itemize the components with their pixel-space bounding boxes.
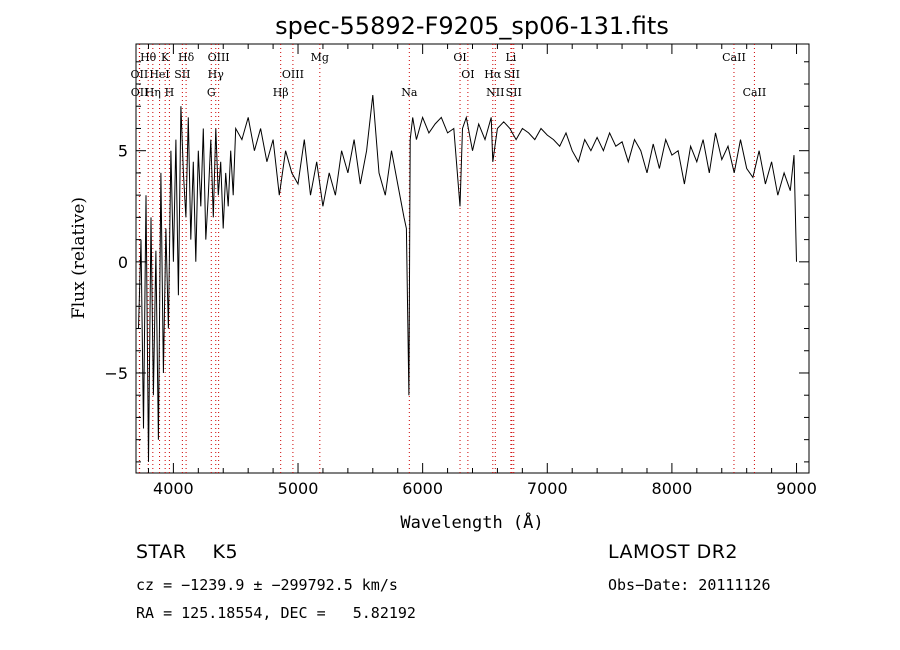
line-marker-label: K <box>161 51 170 64</box>
line-marker-label: H <box>165 86 175 99</box>
line-marker-label: Hη <box>145 86 161 99</box>
plot-frame <box>135 43 810 474</box>
y-axis: −5 0 5 <box>104 61 809 463</box>
spectrum-line <box>138 95 797 462</box>
line-marker-group <box>138 44 755 473</box>
x-tick-label: 7000 <box>527 479 568 498</box>
y-axis-label: Flux (relative) <box>69 197 89 319</box>
x-tick-label: 4000 <box>153 479 194 498</box>
x-tick-label: 5000 <box>278 479 319 498</box>
line-marker-label: SII <box>506 86 522 99</box>
object-class: STAR K5 <box>136 541 239 563</box>
line-marker-label: G <box>207 86 216 99</box>
line-marker-label: CaII <box>722 51 746 64</box>
line-marker-label: OIII <box>282 68 304 81</box>
line-marker-label: HeI <box>149 68 169 81</box>
x-tick-label: 6000 <box>402 479 443 498</box>
observation-date: Obs−Date: 20111126 <box>608 576 771 594</box>
line-marker-label: Hδ <box>178 51 195 64</box>
y-tick-label: 5 <box>118 142 128 161</box>
line-marker-label: OI <box>461 68 474 81</box>
line-marker-label: NII <box>486 86 504 99</box>
x-axis: 4000 5000 6000 7000 8000 9000 <box>147 44 817 498</box>
line-marker-label: OII <box>131 86 149 99</box>
x-tick-label: 8000 <box>652 479 693 498</box>
line-marker-label: CaII <box>743 86 767 99</box>
line-marker-label: Hθ <box>140 51 157 64</box>
line-marker-label: Hγ <box>208 68 225 81</box>
line-marker-label: Na <box>401 86 418 99</box>
redshift-readout: cz = −1239.9 ± −299792.5 km/s <box>136 576 398 594</box>
line-marker-label: Hβ <box>273 86 289 99</box>
line-marker-label: OI <box>453 51 466 64</box>
line-marker-label: OII <box>131 68 149 81</box>
line-marker-label: OIII <box>208 51 230 64</box>
coordinates: RA = 125.18554, DEC = 5.82192 <box>136 604 416 622</box>
line-marker-label: Li <box>505 51 516 64</box>
survey-name: LAMOST DR2 <box>608 541 738 563</box>
y-tick-label: 0 <box>118 253 128 272</box>
x-axis-label: Wavelength (Å) <box>400 511 543 533</box>
line-marker-label: Mg <box>311 51 329 64</box>
line-marker-label: SII <box>504 68 520 81</box>
line-marker-label: SII <box>174 68 190 81</box>
x-tick-label: 9000 <box>776 479 817 498</box>
chart-title: spec-55892-F9205_sp06-131.fits <box>275 12 669 40</box>
line-marker-label: Hα <box>484 68 502 81</box>
y-tick-label: −5 <box>104 364 128 383</box>
